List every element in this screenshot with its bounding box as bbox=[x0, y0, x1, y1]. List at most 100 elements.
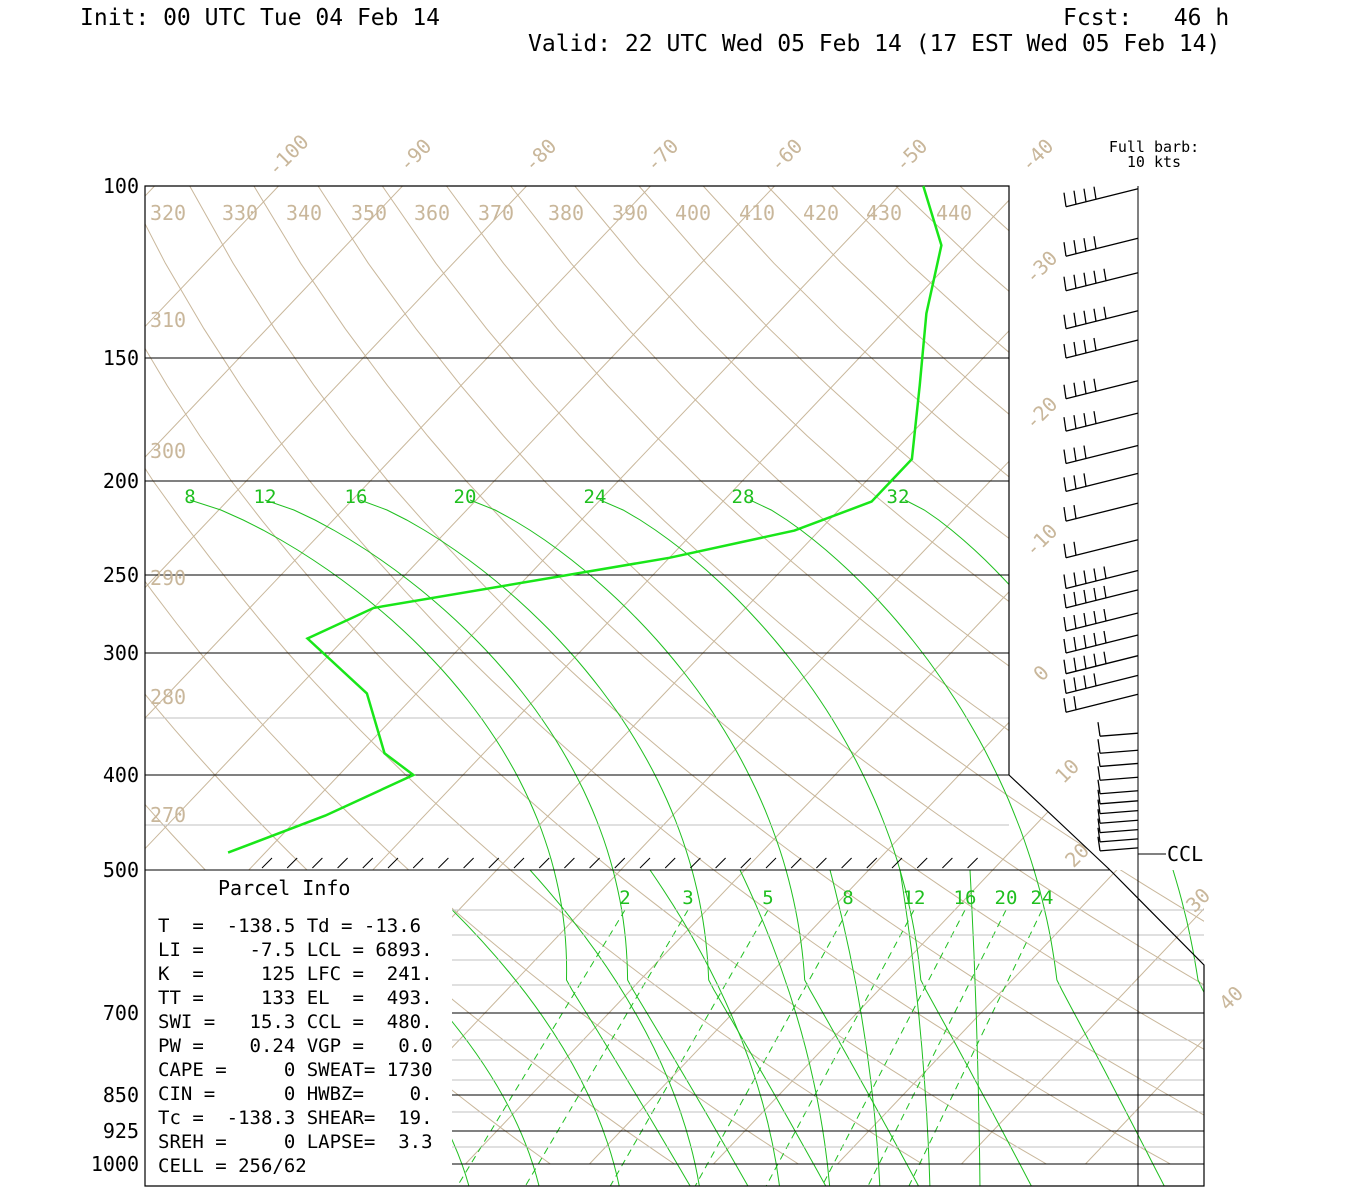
dry-adiabat bbox=[1087, 775, 1110, 870]
mixing-ratio-line bbox=[694, 909, 849, 1186]
isotherm bbox=[0, 186, 31, 1164]
parcel-info-panel: Parcel Info T = -138.5 Td = -13.6LI = -7.… bbox=[158, 876, 433, 1177]
theta-label: 380 bbox=[548, 201, 584, 225]
wind-barb bbox=[1063, 539, 1139, 559]
wind-barb bbox=[1063, 608, 1139, 632]
theta-label: 340 bbox=[286, 201, 322, 225]
hatch bbox=[891, 857, 903, 869]
mixing-ratio-line bbox=[908, 909, 1043, 1186]
moist-adiabat bbox=[649, 870, 780, 1186]
hatch bbox=[261, 857, 273, 869]
theta-label: 390 bbox=[612, 201, 648, 225]
isotherm-lines bbox=[0, 186, 1350, 1165]
isotherm bbox=[145, 186, 651, 719]
mixing-ratio-label: 3 bbox=[682, 887, 693, 909]
parcel-info-row: SREH = 0 LAPSE= 3.3 bbox=[158, 1131, 433, 1153]
wind-barb bbox=[1097, 789, 1139, 805]
isotherm bbox=[958, 721, 1009, 775]
isotherm bbox=[452, 870, 622, 1049]
parcel-info-row: CIN = 0 HWBZ= 0. bbox=[158, 1083, 433, 1105]
saturation-label: 12 bbox=[254, 486, 277, 508]
hatch-marks bbox=[261, 857, 978, 869]
temperature-label: -30 bbox=[1020, 246, 1063, 289]
wind-barbs: CCL Full barb:10 kts bbox=[1063, 138, 1203, 866]
temperature-label: -40 bbox=[1016, 134, 1059, 177]
hatch bbox=[412, 857, 424, 869]
isotherm bbox=[961, 186, 1350, 1164]
saturation-curve bbox=[904, 775, 1110, 870]
dry-adiabat bbox=[767, 186, 1009, 415]
wind-barb bbox=[1063, 673, 1139, 695]
theta-label: 280 bbox=[150, 685, 186, 709]
moist-adiabat bbox=[452, 909, 620, 1186]
hatch bbox=[816, 857, 827, 869]
saturation-label: 24 bbox=[584, 486, 607, 508]
moist-adiabat bbox=[899, 870, 931, 1186]
temperature-label: -90 bbox=[394, 134, 437, 177]
hatch bbox=[488, 857, 500, 869]
temperature-trace bbox=[227, 185, 943, 854]
saturation-curve bbox=[785, 870, 920, 1186]
isotherm bbox=[1085, 186, 1350, 1164]
isotherm bbox=[961, 907, 1204, 1165]
wind-barb bbox=[1097, 827, 1139, 843]
hatch bbox=[564, 857, 575, 869]
temperature-label: -20 bbox=[1020, 392, 1063, 435]
dry-adiabat bbox=[317, 775, 1110, 870]
hatch bbox=[841, 857, 852, 869]
dry-adiabat bbox=[0, 186, 178, 1164]
hatch bbox=[765, 857, 777, 869]
temperature-label: 20 bbox=[1060, 838, 1094, 872]
isotherm bbox=[145, 186, 527, 589]
saturation-label: 32 bbox=[887, 486, 910, 508]
mixing-ratio-line bbox=[609, 909, 769, 1186]
wind-barb bbox=[1063, 566, 1139, 590]
saturation-label: 8 bbox=[184, 486, 195, 508]
wind-barb bbox=[1097, 766, 1139, 781]
hatch bbox=[866, 857, 878, 869]
moist-adiabat bbox=[739, 870, 831, 1186]
hatch bbox=[589, 857, 600, 869]
isotherm bbox=[1085, 1038, 1204, 1165]
dry-adiabat bbox=[574, 186, 1009, 603]
dry-adiabat bbox=[702, 186, 1009, 478]
isotherm bbox=[0, 186, 31, 1164]
pressure-label: 925 bbox=[103, 1119, 139, 1143]
isotherm bbox=[713, 870, 994, 1165]
theta-label: 270 bbox=[150, 803, 186, 827]
dry-adiabat bbox=[638, 775, 1110, 870]
isotherm bbox=[145, 186, 403, 458]
isotherm bbox=[338, 186, 899, 775]
wind-barb bbox=[1097, 818, 1139, 834]
dry-adiabat bbox=[447, 186, 1350, 1164]
isotherm bbox=[465, 775, 1110, 870]
temperature-label: -80 bbox=[519, 134, 562, 177]
slant-edge bbox=[1008, 774, 1111, 871]
parcel-info-row: T = -138.5 Td = -13.6 bbox=[158, 915, 421, 937]
dry-adiabat bbox=[0, 186, 54, 1164]
saturation-curve bbox=[189, 499, 518, 775]
saturation-curve bbox=[189, 775, 693, 870]
saturation-curve bbox=[599, 499, 864, 775]
theta-label: 290 bbox=[150, 566, 186, 590]
isotherm bbox=[589, 870, 870, 1165]
moist-adiabat bbox=[529, 870, 700, 1186]
temperature-label: -60 bbox=[765, 134, 808, 177]
parcel-info-row: CAPE = 0 SWEAT= 1730 bbox=[158, 1059, 433, 1081]
wind-barb bbox=[1063, 411, 1139, 432]
upper-saturation-curves bbox=[189, 499, 1204, 1186]
hatch bbox=[538, 857, 550, 869]
dry-adiabat bbox=[767, 775, 1110, 870]
dry-adiabat bbox=[960, 186, 1350, 1164]
isotherm bbox=[465, 870, 746, 1165]
saturation-curve bbox=[469, 775, 922, 870]
barb-note-1: Full barb: bbox=[1109, 138, 1199, 156]
saturation-curve bbox=[1033, 870, 1165, 1186]
pressure-lines bbox=[145, 357, 1204, 1165]
mixing-ratio-label: 2 bbox=[619, 887, 630, 909]
wind-barb bbox=[1063, 378, 1139, 400]
pressure-label: 100 bbox=[103, 174, 139, 198]
hatch bbox=[639, 857, 651, 869]
saturation-label: 20 bbox=[454, 486, 477, 508]
moist-adiabat bbox=[452, 1138, 470, 1186]
